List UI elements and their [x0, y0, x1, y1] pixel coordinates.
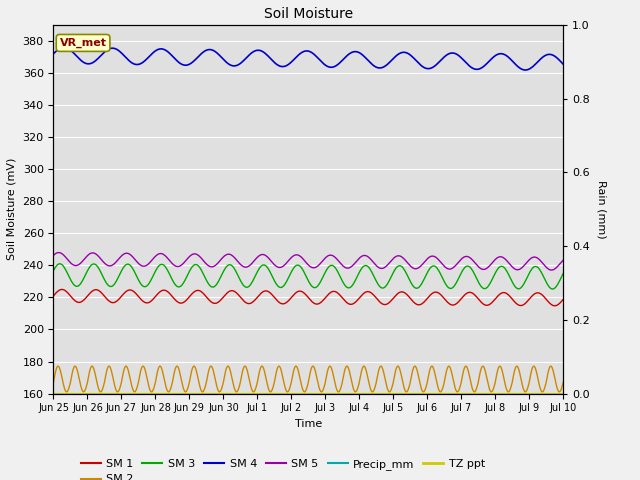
SM 3 [141, 284, 148, 289]
Line: SM 5: SM 5 [54, 252, 563, 270]
SM 1 [391, 294, 399, 300]
SM 5 [547, 267, 555, 273]
SM 1 [182, 298, 189, 304]
SM 4 [182, 62, 189, 68]
SM 4 [435, 60, 442, 66]
Precip_mm [280, 391, 288, 396]
SM 2 [352, 389, 360, 395]
Precip_mm [390, 391, 397, 396]
Line: SM 1: SM 1 [54, 289, 563, 306]
SM 5 [182, 258, 189, 264]
SM 3 [281, 281, 289, 287]
SM 1 [559, 297, 567, 302]
SM 1 [351, 300, 358, 306]
TZ ppt [140, 391, 147, 396]
SM 2 [180, 388, 188, 394]
SM 5 [435, 256, 442, 262]
Precip_mm [433, 391, 441, 396]
SM 3 [435, 267, 442, 273]
Legend: SM 1, SM 2, SM 3, SM 4, SM 5, Precip_mm, TZ ppt: SM 1, SM 2, SM 3, SM 4, SM 5, Precip_mm,… [76, 455, 490, 480]
X-axis label: Time: Time [294, 419, 322, 429]
SM 3 [351, 279, 358, 285]
SM 4 [50, 51, 58, 57]
SM 2 [284, 389, 291, 395]
SM 2 [258, 363, 266, 369]
TZ ppt [350, 391, 358, 396]
Line: SM 2: SM 2 [54, 366, 563, 392]
SM 1 [58, 287, 66, 292]
SM 2 [392, 368, 399, 374]
Line: SM 3: SM 3 [54, 264, 563, 289]
Y-axis label: Rain (mm): Rain (mm) [596, 180, 607, 239]
Precip_mm [350, 391, 358, 396]
SM 3 [56, 261, 63, 267]
SM 5 [559, 257, 567, 263]
Title: Soil Moisture: Soil Moisture [264, 7, 353, 21]
SM 1 [551, 303, 559, 309]
SM 2 [435, 387, 443, 393]
SM 3 [50, 268, 58, 274]
SM 4 [281, 63, 289, 69]
SM 3 [391, 267, 399, 273]
Precip_mm [140, 391, 147, 396]
SM 4 [141, 58, 148, 64]
SM 3 [182, 276, 189, 282]
Text: VR_met: VR_met [60, 38, 107, 48]
SM 1 [435, 290, 442, 296]
SM 4 [60, 45, 68, 50]
SM 5 [141, 263, 148, 269]
SM 4 [351, 49, 358, 55]
SM 5 [391, 254, 399, 260]
SM 5 [55, 250, 63, 255]
TZ ppt [433, 391, 441, 396]
SM 2 [559, 380, 567, 385]
SM 5 [50, 252, 58, 258]
SM 2 [50, 380, 58, 385]
SM 4 [391, 54, 399, 60]
TZ ppt [180, 391, 188, 396]
SM 4 [559, 61, 567, 67]
Precip_mm [50, 391, 58, 396]
SM 3 [559, 271, 567, 276]
Precip_mm [180, 391, 188, 396]
SM 5 [351, 261, 358, 266]
SM 1 [141, 300, 148, 305]
SM 2 [281, 384, 289, 390]
TZ ppt [390, 391, 397, 396]
TZ ppt [50, 391, 58, 396]
SM 3 [548, 286, 556, 292]
SM 1 [281, 300, 289, 306]
Precip_mm [559, 391, 567, 396]
TZ ppt [559, 391, 567, 396]
Line: SM 4: SM 4 [54, 48, 563, 70]
SM 5 [281, 262, 289, 267]
SM 1 [50, 293, 58, 299]
TZ ppt [280, 391, 288, 396]
Y-axis label: Soil Moisture (mV): Soil Moisture (mV) [7, 158, 17, 261]
SM 2 [140, 363, 147, 369]
SM 4 [522, 67, 529, 73]
